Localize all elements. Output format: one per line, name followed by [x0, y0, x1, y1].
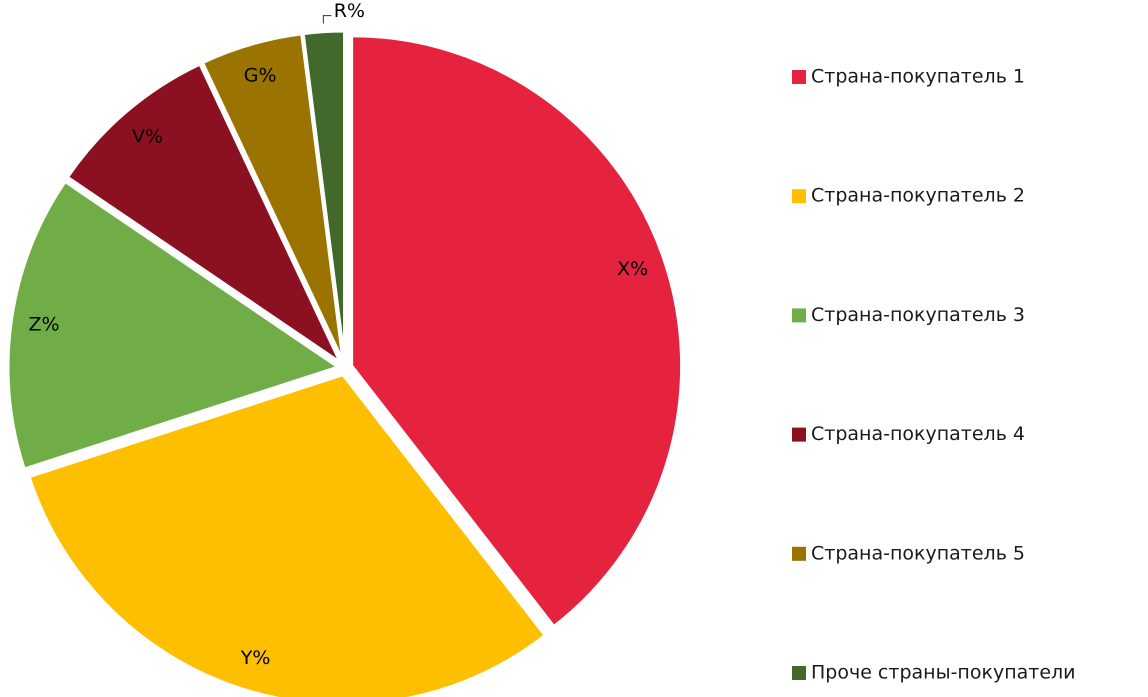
data-label: Y% — [240, 647, 271, 669]
pie-slice — [6, 179, 342, 471]
legend-label: Проче страны-покупатели — [811, 662, 1076, 684]
pie-slice — [65, 62, 345, 367]
legend-swatch — [792, 427, 806, 442]
data-label: G% — [244, 65, 277, 87]
legend-swatch — [792, 666, 806, 680]
data-label: R% — [334, 0, 365, 22]
pie-slice — [27, 372, 548, 697]
legend-label: Страна-покупатель 1 — [811, 66, 1025, 88]
legend-label: Страна-покупатель 4 — [811, 423, 1025, 445]
data-label: X% — [617, 258, 648, 280]
pie-slice — [200, 32, 345, 362]
legend-swatch — [792, 70, 806, 84]
legend-label: Страна-покупатель 3 — [811, 304, 1025, 326]
data-label: Z% — [28, 314, 59, 336]
legend-label: Страна-покупатель 5 — [811, 542, 1025, 564]
pie-slice — [301, 29, 347, 362]
legend-swatch — [792, 308, 806, 323]
data-label: V% — [132, 125, 163, 147]
legend-label: Страна-покупатель 2 — [811, 185, 1025, 207]
legend-swatch — [792, 189, 806, 204]
legend-swatch — [792, 546, 806, 561]
pie-slice — [350, 34, 684, 629]
leader-line — [322, 15, 332, 24]
